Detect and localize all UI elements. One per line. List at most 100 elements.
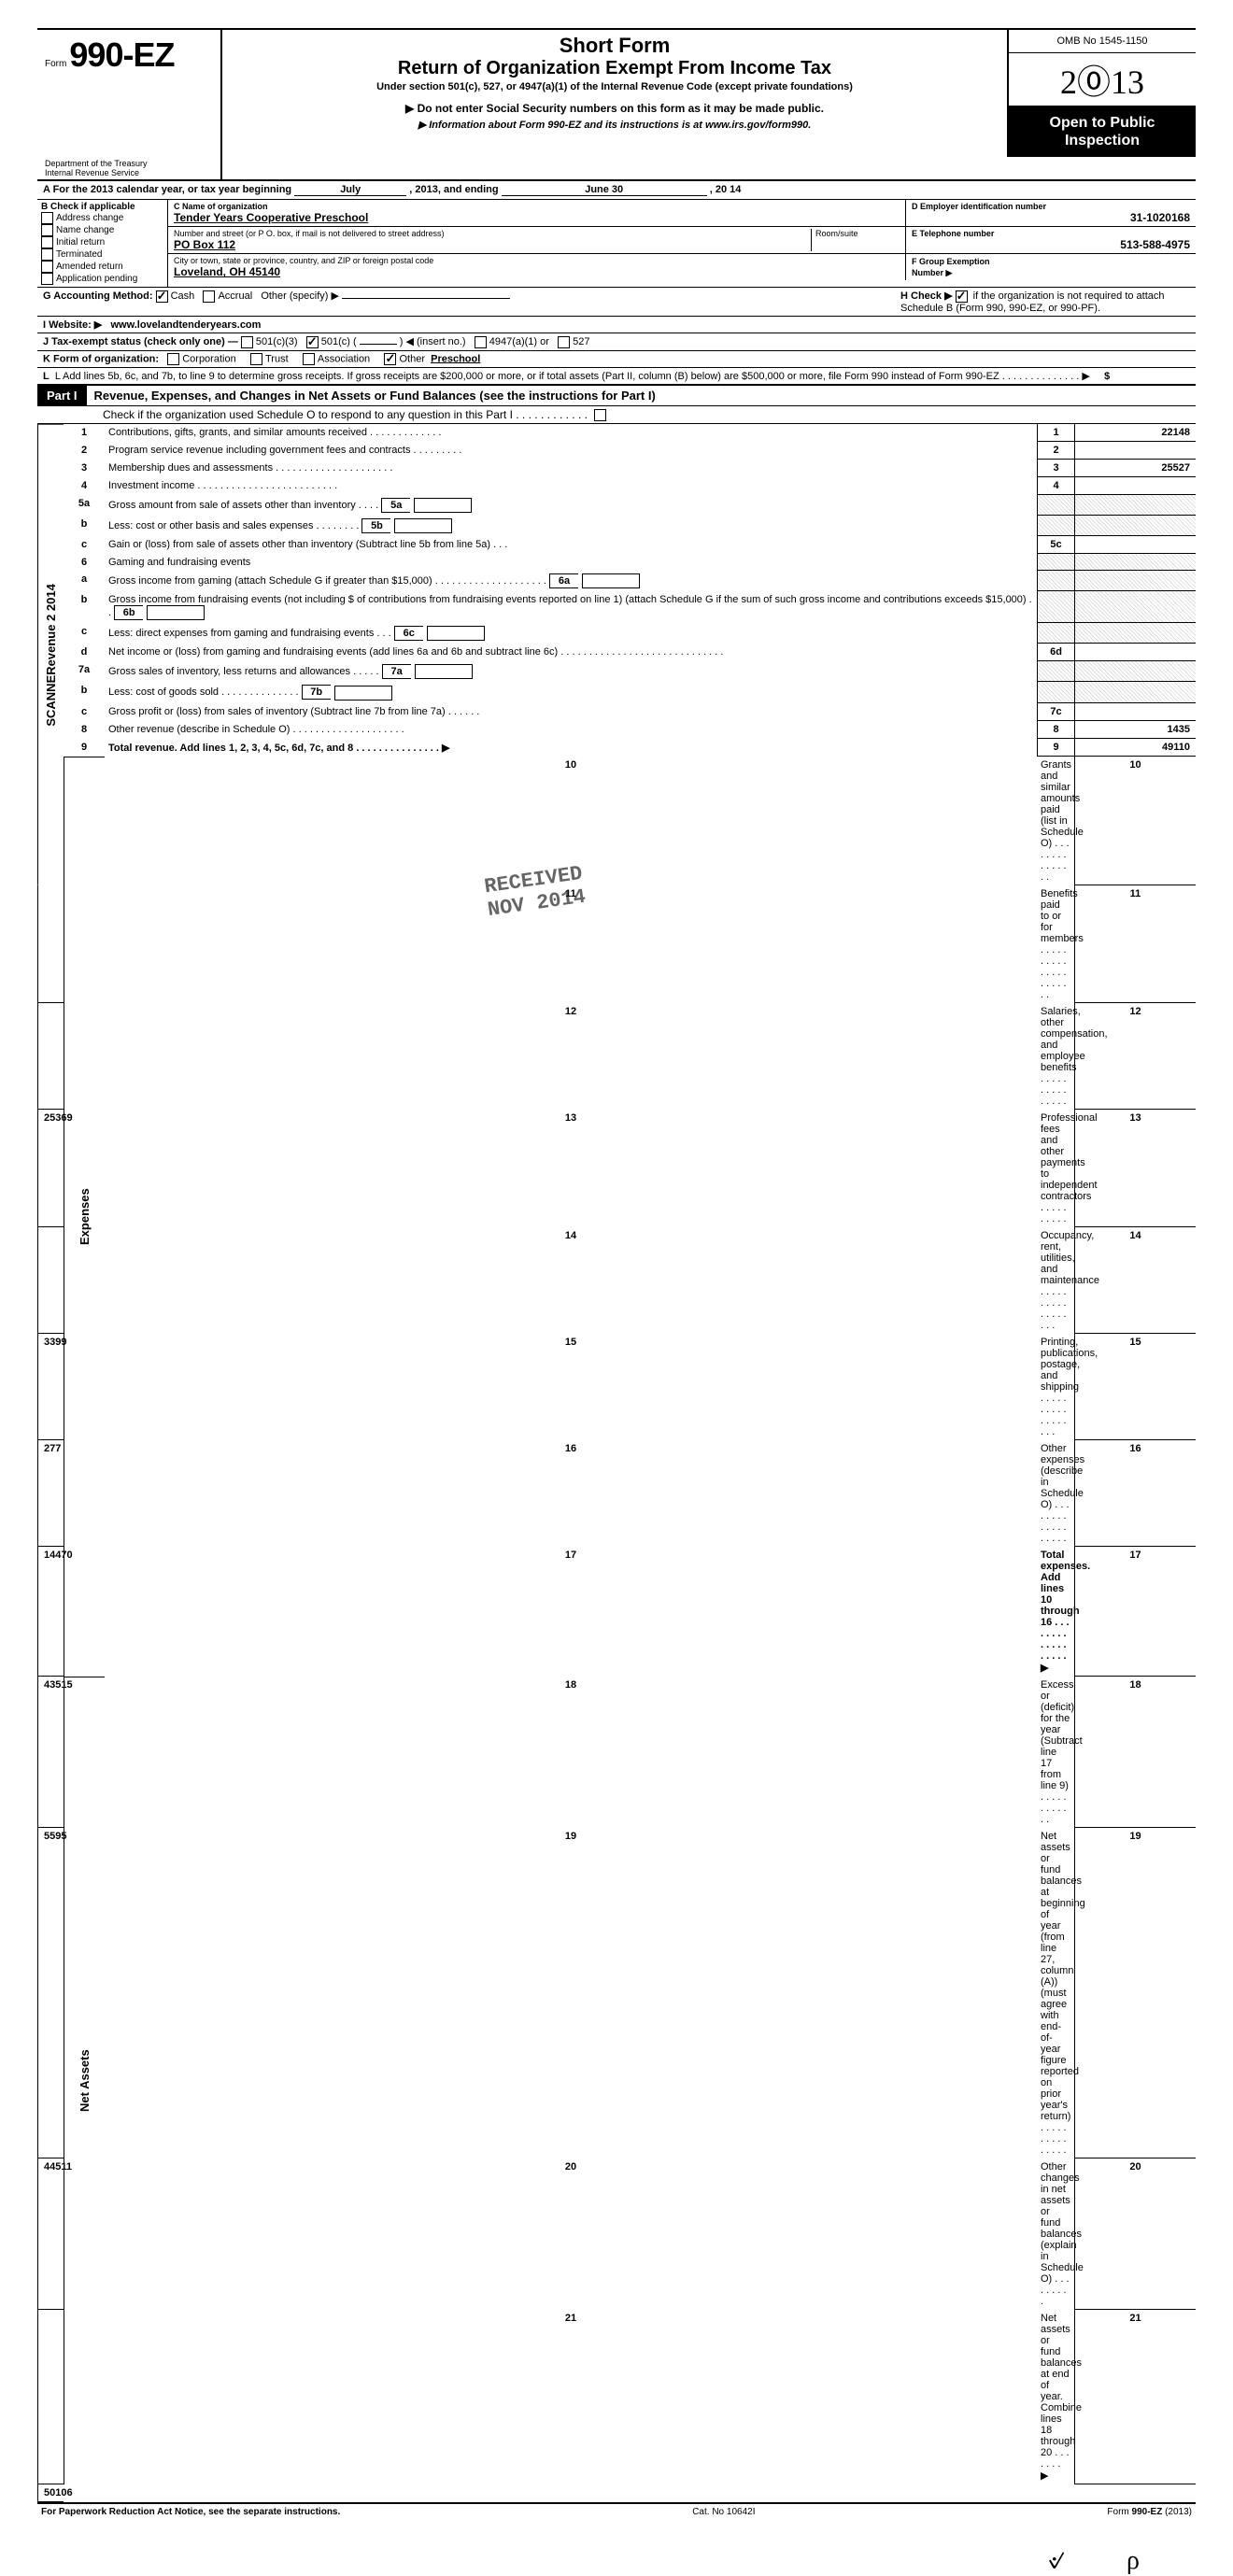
a-end-month[interactable]: June 30 (502, 184, 707, 196)
b-opt-5: Application pending (56, 275, 137, 285)
ln8-val[interactable]: 1435 (1074, 721, 1196, 739)
ln18-box: 18 (1074, 1677, 1196, 1828)
ln7c-num: c (64, 703, 105, 721)
ln2-desc: Program service revenue including govern… (105, 442, 1037, 460)
ln18-desc: Excess or (deficit) for the year (Subtra… (1037, 1677, 1074, 1828)
cb-schedule-o[interactable] (594, 409, 606, 421)
open-to-public: Open to Public Inspection (1009, 106, 1196, 157)
info-url: ▶ Information about Form 990-EZ and its … (230, 119, 999, 131)
ln11-num: 11 (105, 885, 1037, 1003)
footer-mid: Cat. No 10642I (692, 2507, 755, 2517)
ln16-desc: Other expenses (describe in Schedule O) … (1037, 1440, 1074, 1547)
ln10-desc: Grants and similar amounts paid (list in… (1037, 757, 1074, 885)
ln2-val[interactable] (1074, 442, 1196, 460)
footer-right: Form 990-EZ (2013) (1107, 2507, 1192, 2517)
cb-app-pending[interactable] (41, 273, 53, 285)
cb-schedule-b[interactable] (956, 290, 968, 303)
section-DEF: D Employer identification number 31-1020… (906, 200, 1196, 280)
g-accrual: Accrual (218, 290, 252, 302)
ln20-val[interactable] (37, 2310, 64, 2484)
org-addr[interactable]: PO Box 112 (174, 238, 811, 251)
ln21-box: 21 (1074, 2310, 1196, 2484)
ln5b-box (1037, 516, 1074, 536)
ein[interactable]: 31-1020168 (912, 211, 1190, 224)
title-return: Return of Organization Exempt From Incom… (230, 58, 999, 79)
org-name[interactable]: Tender Years Cooperative Preschool (174, 211, 900, 224)
ln20-box: 20 (1074, 2158, 1196, 2310)
org-city[interactable]: Loveland, OH 45140 (174, 265, 900, 278)
form-number: 990-EZ (69, 35, 174, 74)
ln13-num: 13 (105, 1110, 1037, 1227)
k-trust: Trust (265, 353, 289, 364)
website[interactable]: www.lovelandtenderyears.com (110, 319, 261, 331)
title-short-form: Short Form (230, 34, 999, 58)
a-begin-month[interactable]: July (294, 184, 406, 196)
ln15-val[interactable]: 277 (37, 1440, 64, 1547)
b-opt-2: Initial return (56, 238, 105, 248)
ln4-val[interactable] (1074, 477, 1196, 495)
ln7c-desc: Gross profit or (loss) from sales of inv… (105, 703, 1037, 721)
cb-501c[interactable] (306, 336, 319, 348)
ln6d-desc: Net income or (loss) from gaming and fun… (105, 644, 1037, 661)
ln3-val[interactable]: 25527 (1074, 460, 1196, 477)
k-other: Other (399, 353, 425, 364)
ln6a-val (1074, 571, 1196, 591)
cb-accrual[interactable] (203, 290, 215, 303)
ln1-val[interactable]: 22148 (1074, 424, 1196, 442)
ln12-box: 12 (1074, 1003, 1196, 1110)
part1-sub-text: Check if the organization used Schedule … (103, 408, 588, 421)
ln10-val[interactable] (37, 885, 64, 1003)
row-GH: G Accounting Method: Cash Accrual Other … (37, 288, 1196, 317)
ln6-box (1037, 554, 1074, 571)
ln12-val[interactable]: 25369 (37, 1110, 64, 1227)
ln7b-val (1074, 682, 1196, 702)
cb-assoc[interactable] (303, 353, 315, 365)
ln17-val[interactable]: 43515 (37, 1677, 64, 1828)
ln6a-num: a (64, 571, 105, 591)
ln19-val[interactable]: 44511 (37, 2158, 64, 2310)
cb-terminated[interactable] (41, 248, 53, 261)
cb-name-change[interactable] (41, 224, 53, 236)
cb-501c3[interactable] (241, 336, 253, 348)
ln13-val[interactable] (37, 1227, 64, 1334)
ln9-val[interactable]: 49110 (1074, 739, 1196, 757)
k-other-val[interactable]: Preschool (431, 353, 480, 364)
tax-year: 2⓪13 (1009, 53, 1196, 106)
phone[interactable]: 513-588-4975 (912, 238, 1190, 251)
cb-address-change[interactable] (41, 212, 53, 224)
cb-4947[interactable] (475, 336, 487, 348)
cb-other-org[interactable] (384, 353, 396, 365)
ln6c-num: c (64, 623, 105, 644)
a-end-year: , 20 14 (710, 184, 742, 195)
ln6d-val[interactable] (1074, 644, 1196, 661)
ln5c-val[interactable] (1074, 536, 1196, 554)
ln21-desc: Net assets or fund balances at end of ye… (1037, 2310, 1074, 2484)
ln16-num: 16 (105, 1440, 1037, 1547)
cb-initial-return[interactable] (41, 236, 53, 248)
handwriting-mark-2: ρ (1127, 2546, 1140, 2576)
ln11-desc: Benefits paid to or for members . . . . … (1037, 885, 1074, 1003)
ln21-val[interactable]: 50106 (37, 2484, 64, 2502)
side-expenses: Expenses (64, 757, 105, 1677)
b-opt-3: Terminated (56, 250, 102, 261)
ln5c-desc: Gain or (loss) from sale of assets other… (105, 536, 1037, 554)
cb-527[interactable] (558, 336, 570, 348)
cb-cash[interactable] (156, 290, 168, 303)
ln16-val[interactable]: 14470 (37, 1547, 64, 1677)
ln6-num: 6 (64, 554, 105, 571)
cb-corp[interactable] (167, 353, 179, 365)
cb-amended[interactable] (41, 261, 53, 273)
ln6-val (1074, 554, 1196, 571)
ln19-num: 19 (105, 1828, 1037, 2158)
ln7c-val[interactable] (1074, 703, 1196, 721)
ln18-val[interactable]: 5595 (37, 1828, 64, 2158)
ln19-desc: Net assets or fund balances at beginning… (1037, 1828, 1074, 2158)
form-id-box: Form 990-EZ (37, 30, 222, 157)
ln19-box: 19 (1074, 1828, 1196, 2158)
ln7b-desc: Less: cost of goods sold . . . . . . . .… (105, 682, 1037, 702)
ln5c-box: 5c (1037, 536, 1074, 554)
cb-trust[interactable] (250, 353, 262, 365)
ln6b-val (1074, 591, 1196, 623)
ln11-val[interactable] (37, 1003, 64, 1110)
ln14-val[interactable]: 3399 (37, 1334, 64, 1440)
